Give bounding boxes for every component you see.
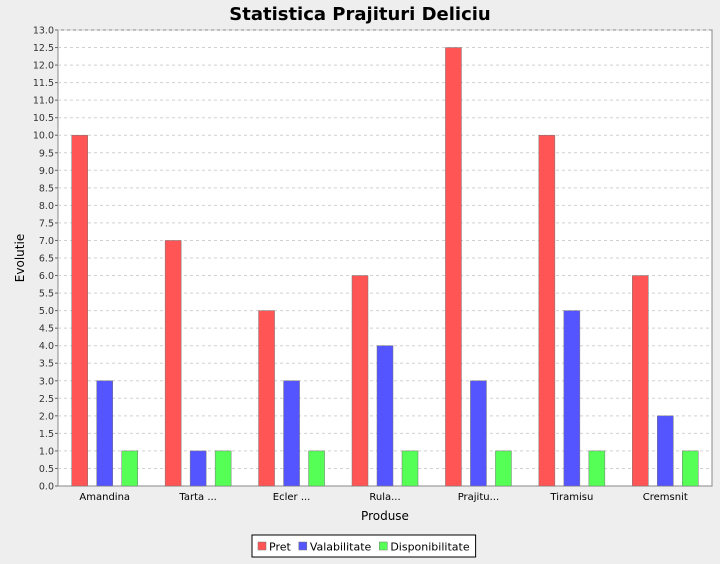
- y-tick-label: 12.0: [33, 61, 54, 72]
- bar-pret-2: [258, 310, 275, 487]
- y-tick-label: 1.5: [39, 429, 54, 440]
- y-tick-label: 9.5: [39, 148, 54, 159]
- x-tick-label: Rula...: [369, 492, 400, 503]
- x-axis-ticks: Amandina Tarta ... Ecler ... Rula... Prajitu…: [79, 492, 687, 503]
- y-tick-label: 8.5: [39, 183, 54, 194]
- bar-pret-6: [632, 275, 649, 487]
- y-tick-label: 6.0: [39, 271, 54, 282]
- bar-valabilitate-4: [470, 380, 487, 487]
- y-tick-label: 11.5: [33, 78, 54, 89]
- legend-swatch-disponibilitate: [379, 541, 388, 551]
- bar-pret-4: [445, 47, 462, 487]
- bar-valabilitate-0: [96, 380, 113, 487]
- y-tick-label: 10.0: [33, 131, 54, 142]
- y-tick-label: 7.0: [39, 236, 54, 247]
- x-tick-label: Ecler ...: [273, 492, 311, 503]
- bar-disponibilitate-4: [495, 450, 512, 487]
- x-tick-label: Prajitu...: [458, 492, 499, 503]
- y-tick-label: 12.5: [33, 43, 54, 54]
- x-tick-label: Tiramisu: [549, 492, 593, 503]
- bar-valabilitate-6: [657, 415, 674, 487]
- chart-title: Statistica Prajituri Deliciu: [229, 4, 491, 25]
- bar-valabilitate-3: [376, 345, 394, 487]
- y-tick-label: 7.5: [39, 218, 54, 229]
- y-tick-label: 10.5: [33, 113, 54, 124]
- legend: Pret Valabilitate Disponibilitate: [251, 534, 477, 558]
- y-tick-label: 2.0: [39, 411, 54, 422]
- y-tick-label: 9.0: [39, 166, 54, 177]
- legend-swatch-pret: [257, 541, 267, 551]
- bar-disponibilitate-1: [214, 450, 232, 487]
- y-tick-label: 5.5: [39, 289, 54, 300]
- bar-valabilitate-2: [283, 380, 300, 487]
- y-tick-label: 1.0: [39, 446, 54, 457]
- y-tick-label: 11.0: [33, 96, 54, 107]
- bar-disponibilitate-5: [588, 450, 606, 487]
- bar-pret-0: [71, 134, 88, 487]
- y-tick-label: 4.0: [39, 341, 54, 352]
- legend-items: Pret Valabilitate Disponibilitate: [257, 541, 470, 554]
- legend-box: [251, 534, 477, 558]
- x-axis-label: Produse: [361, 509, 409, 523]
- bar-disponibilitate-2: [308, 450, 325, 487]
- bar-pret-3: [351, 275, 369, 487]
- legend-swatch-valabilitate: [298, 541, 308, 551]
- y-tick-label: 2.5: [39, 394, 54, 405]
- y-axis-ticks: 0.0 0.5 1.0 1.5 2.0 2.5 3.0 3.5 4.0 4.5 5.0 5.5 6.0 6…: [33, 26, 58, 493]
- legend-label-valabilitate: Valabilitate: [310, 541, 372, 554]
- y-tick-label: 0.0: [39, 482, 54, 493]
- bars: [71, 47, 699, 487]
- x-tick-label: Tarta ...: [178, 492, 216, 503]
- y-axis-label: Evolutie: [13, 234, 27, 282]
- y-tick-label: 4.5: [39, 324, 54, 335]
- y-tick-label: 3.0: [39, 376, 54, 387]
- y-tick-label: 5.0: [39, 306, 54, 317]
- bar-disponibilitate-3: [401, 450, 419, 487]
- y-tick-label: 3.5: [39, 359, 54, 370]
- y-tick-label: 8.0: [39, 201, 54, 212]
- bar-pret-1: [164, 240, 182, 487]
- bar-disponibilitate-6: [682, 450, 699, 487]
- legend-label-disponibilitate: Disponibilitate: [390, 541, 470, 554]
- bar-pret-5: [538, 134, 556, 487]
- y-tick-label: 0.5: [39, 464, 54, 475]
- x-tick-label: Cremsnit: [643, 492, 688, 503]
- bar-disponibilitate-0: [121, 450, 138, 487]
- y-tick-label: 6.5: [39, 254, 54, 265]
- y-tick-label: 13.0: [33, 26, 54, 37]
- x-tick-label: Amandina: [79, 492, 130, 503]
- legend-label-pret: Pret: [269, 541, 291, 554]
- bar-valabilitate-5: [563, 310, 581, 487]
- bar-valabilitate-1: [189, 450, 207, 487]
